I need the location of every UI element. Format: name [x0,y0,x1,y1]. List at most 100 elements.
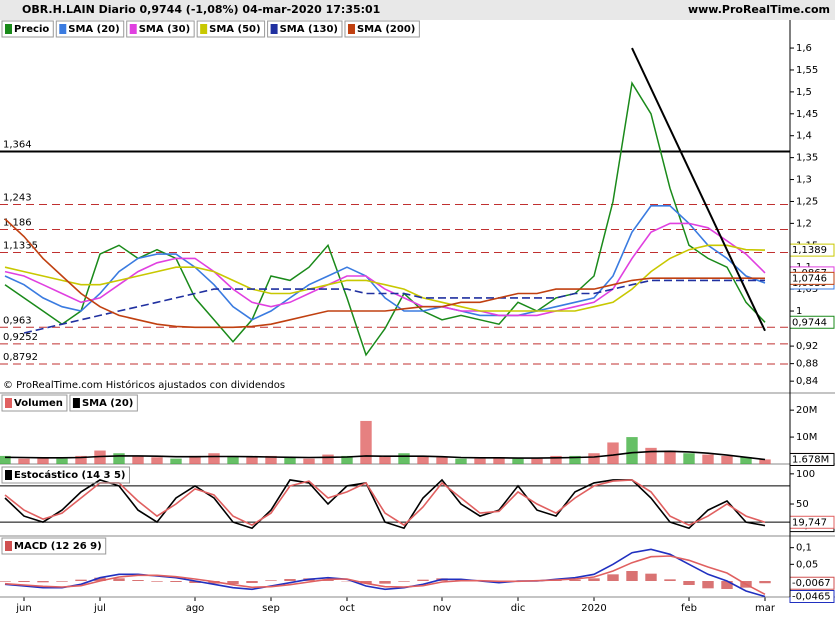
bar [664,579,676,581]
legend-frame [196,20,266,38]
bar [37,457,49,464]
value-box-label: 1.678M [792,454,829,465]
bar [208,453,220,464]
bar [493,457,505,464]
level-label: 1,243 [3,193,32,204]
bar [246,581,258,583]
legend-frame [1,466,130,484]
bar [683,581,695,585]
bar [379,455,391,464]
bar [759,581,771,584]
bar [417,455,429,464]
bar [94,577,106,581]
trendline [631,47,766,332]
level-label-bg [1,191,41,203]
level-label-bg [1,239,41,251]
bar [626,571,638,581]
legend-frame [1,394,68,412]
bar [588,578,600,581]
bar [740,457,752,464]
series-line [4,478,766,530]
bar [436,457,448,464]
y-tick-label: 1 [796,306,802,317]
legend-swatch [5,541,12,551]
y-tick-label: 1,05 [796,284,818,295]
bar [0,581,11,582]
bar [151,457,163,464]
bar [170,458,182,464]
bar [189,581,201,583]
note: © ProRealTime.com Históricos ajustados c… [3,379,285,391]
legend-label: SMA (130) [280,24,338,35]
y-tick-label: 1,45 [796,109,818,120]
legend-frame [267,20,343,38]
legend-label: SMA (20) [68,24,119,35]
legend-frame [126,20,195,38]
x-tick-label: jun [15,603,31,614]
bar [398,581,410,582]
bar [56,581,68,582]
bar [322,454,334,464]
bar [151,581,163,582]
x-tick-label: 2020 [581,603,606,614]
legend-frame [55,20,125,38]
x-tick-label: nov [433,603,451,614]
bar [341,455,353,464]
series-line [4,548,766,598]
value-box-label: 0,9744 [792,317,827,328]
x-tick-label: oct [339,603,355,614]
bar [417,579,429,581]
y-tick-label: 10M [796,432,817,443]
legend-swatch [347,24,355,34]
bar [721,455,733,464]
legend-label: SMA (200) [357,24,415,35]
legend-label: SMA (30) [139,24,190,35]
bar [132,455,144,464]
y-tick-label: 0,92 [796,341,818,352]
y-tick-label: 0,05 [796,559,818,570]
legend-frame [1,20,54,38]
bar [227,581,239,584]
x-tick-label: jul [93,603,106,614]
bar [588,453,600,464]
bar [702,454,714,464]
level-label: 0,8792 [3,352,38,363]
bar [683,453,695,464]
bar [303,458,315,464]
x-tick-label: ago [186,603,205,614]
level-label-bg [1,314,41,326]
level-label-bg [1,138,41,150]
y-tick-label: 1,55 [796,65,818,76]
bar [18,581,30,582]
x-tick-label: sep [262,603,280,614]
x-tick-label: mar [755,603,776,614]
bar [227,455,239,464]
bar [170,581,182,582]
bar [322,579,334,581]
legend-frame [344,20,420,38]
level-label-bg [1,216,41,228]
level-label-bg [1,350,41,362]
series-line [4,205,766,321]
bar [607,574,619,581]
bar [284,457,296,464]
bar [569,579,581,581]
bar [265,580,277,581]
series-line [23,279,765,334]
bar [37,581,49,583]
x-tick-label: dic [511,603,526,614]
series-line [4,80,766,357]
y-tick-label: 100 [796,469,815,480]
bar [132,580,144,581]
site[interactable]: www.ProRealTime.com [688,3,830,16]
bar [265,455,277,464]
bar [360,581,372,584]
bar [284,579,296,581]
bar [0,455,11,464]
y-tick-label: 0,88 [796,359,818,370]
bar [455,458,467,464]
series-line [4,244,766,312]
y-tick-label: 50 [796,499,809,510]
series-line [4,450,766,461]
